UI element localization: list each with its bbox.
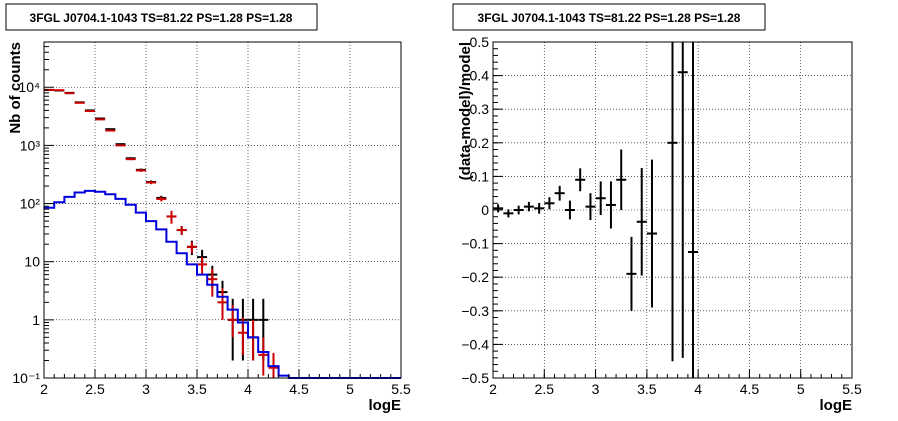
y-tick-label: 0.1 — [470, 168, 490, 184]
data-point — [636, 168, 647, 276]
data-point — [146, 180, 157, 185]
y-tick-label: 0.5 — [470, 34, 490, 50]
y-tick-label: −0.4 — [461, 336, 489, 352]
y-tick-label: −0.3 — [461, 303, 489, 319]
x-tick-label: 3 — [592, 381, 600, 397]
counts-title-box — [5, 3, 318, 31]
data-point — [667, 42, 678, 362]
x-tick-label: 2 — [40, 381, 48, 397]
data-point — [595, 181, 606, 216]
data-point — [176, 226, 187, 235]
data-point — [677, 42, 688, 358]
x-tick-label: 2.5 — [85, 381, 105, 397]
x-tick-label: 2.5 — [535, 381, 555, 397]
data-point — [166, 210, 177, 224]
data-point — [585, 193, 596, 221]
data-point — [688, 42, 699, 378]
data-point — [197, 257, 208, 275]
y-tick-label: 10 — [24, 254, 40, 270]
counts-panel: 3FGL J0704.1-1043 TS=81.22 PS=1.28 PS=1.… — [5, 3, 411, 414]
data-point — [74, 101, 85, 104]
y-tick-label: −0.1 — [461, 236, 489, 252]
residuals-x-axis: 2 2.5 3 3.5 4 4.5 5 5.5 — [489, 369, 862, 397]
counts-frame — [43, 41, 402, 379]
residuals-x-axis-label: logE — [820, 397, 853, 414]
y-tick-label: 10³ — [20, 137, 41, 153]
data-point — [156, 196, 167, 202]
residuals-grid — [493, 42, 852, 378]
y-tick-label: 10⁻¹ — [12, 370, 40, 386]
y-tick-label: 0.2 — [470, 135, 490, 151]
x-tick-label: 4 — [694, 381, 702, 397]
x-tick-label: 4.5 — [740, 381, 760, 397]
data-point — [493, 204, 504, 213]
x-tick-label: 5.5 — [391, 381, 411, 397]
x-tick-label: 5 — [797, 381, 805, 397]
residuals-title-box — [452, 3, 766, 31]
y-tick-label: 0 — [481, 202, 489, 218]
y-tick-label: 10⁴ — [18, 79, 40, 95]
x-tick-label: 5 — [346, 381, 354, 397]
data-point — [564, 200, 575, 220]
residuals-plot-area — [493, 42, 699, 378]
data-point — [237, 317, 248, 355]
x-tick-label: 3 — [142, 381, 150, 397]
data-point — [217, 288, 228, 320]
data-point — [64, 92, 75, 95]
data-point — [207, 268, 218, 297]
data-point — [513, 205, 524, 215]
data-point — [258, 337, 269, 376]
data-point — [646, 159, 657, 308]
residuals-panel: 3FGL J0704.1-1043 TS=81.22 PS=1.28 PS=1.… — [452, 3, 862, 414]
x-tick-label: 2 — [489, 381, 497, 397]
x-tick-label: 5.5 — [842, 381, 862, 397]
data-point — [523, 201, 534, 212]
y-tick-label: −0.2 — [461, 269, 489, 285]
data-point — [605, 181, 616, 229]
data-point — [554, 185, 565, 201]
data-point — [135, 169, 146, 172]
data-point — [105, 129, 116, 132]
data-point — [95, 118, 106, 121]
y-tick-label: −0.5 — [461, 370, 489, 386]
residuals-y-axis-label: (data-model)/model — [457, 42, 474, 180]
data-point — [503, 209, 514, 218]
residuals-y-axis: −0.5 −0.4 −0.3 −0.2 −0.1 0 0.1 0.2 0.3 0.4 0.5 — [461, 34, 503, 386]
residuals-title: 3FGL J0704.1-1043 TS=81.22 PS=1.28 PS=1.… — [478, 11, 741, 25]
y-tick-label: 0.3 — [470, 101, 490, 117]
counts-y-axis: 10⁻¹ 1 10 10² 10³ 10⁴ — [12, 46, 54, 386]
data-point — [544, 197, 555, 210]
data-point — [125, 158, 136, 161]
data-point — [616, 149, 627, 210]
x-tick-label: 3.5 — [637, 381, 657, 397]
counts-x-axis-label: logE — [369, 397, 402, 414]
x-tick-label: 4.5 — [289, 381, 309, 397]
counts-title: 3FGL J0704.1-1043 TS=81.22 PS=1.28 PS=1.… — [30, 11, 293, 25]
y-tick-label: 0.4 — [470, 68, 490, 84]
data-point — [534, 202, 545, 214]
counts-y-axis-label: Nb of counts — [7, 42, 24, 134]
x-tick-label: 4 — [244, 381, 252, 397]
x-tick-label: 3.5 — [187, 381, 207, 397]
counts-x-axis: 2 2.5 3 3.5 4 4.5 5 5.5 — [40, 369, 411, 397]
data-point — [84, 110, 95, 113]
data-point — [575, 168, 586, 192]
y-tick-label: 1 — [32, 312, 40, 328]
data-point — [54, 89, 65, 92]
data-point — [115, 144, 126, 147]
data-point — [186, 241, 197, 254]
data-point — [626, 236, 637, 311]
y-tick-label: 10² — [20, 196, 41, 212]
